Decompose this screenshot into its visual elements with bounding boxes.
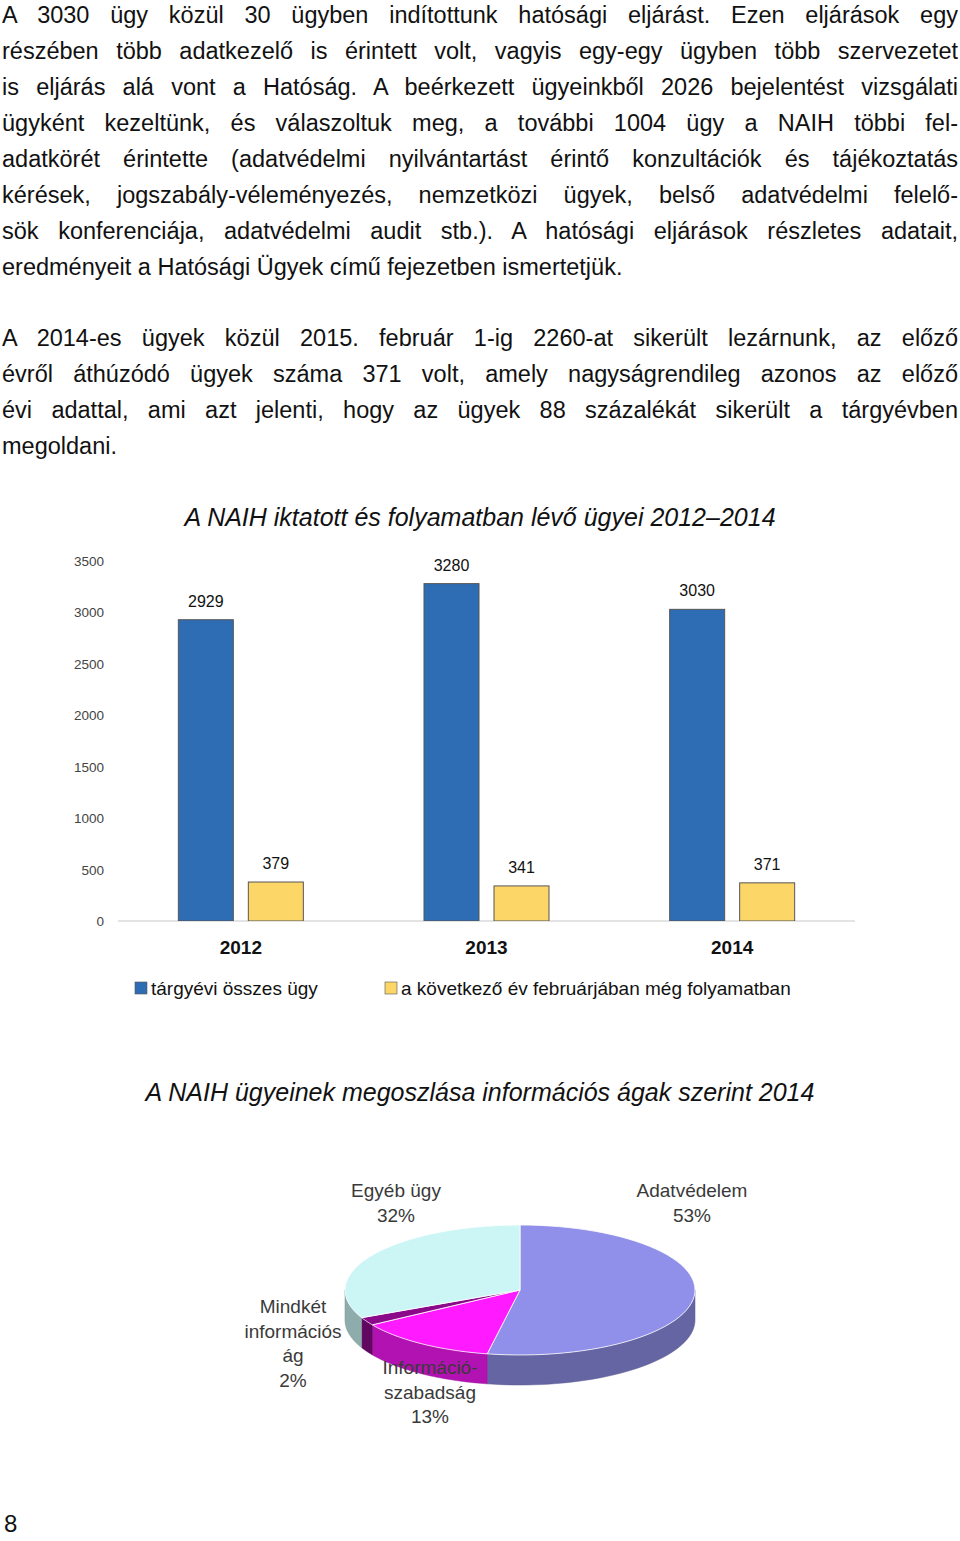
pie-slice	[345, 1225, 520, 1318]
y-tick-label: 0	[96, 914, 104, 929]
x-tick-label: 2014	[711, 937, 754, 958]
x-tick-label: 2012	[220, 937, 262, 958]
data-label: 3280	[434, 557, 470, 574]
text-line: részében több adatkezelő is érintett vol…	[2, 33, 958, 69]
text-line: A 2014-es ügyek közül 2015. február 1-ig…	[2, 320, 958, 356]
legend-label: a következő év februárjában még folyamat…	[401, 978, 791, 999]
data-label: 371	[754, 856, 781, 873]
legend-label: tárgyévi összes ügy	[151, 978, 318, 999]
pie-category-label: Információ-szabadság	[382, 1357, 477, 1403]
y-tick-label: 500	[81, 863, 104, 878]
pie-slices	[345, 1225, 695, 1355]
legend-swatch	[135, 982, 147, 994]
pie-value-label: 2%	[279, 1370, 307, 1391]
tick-mark	[115, 612, 118, 613]
pie-chart: A NAIH ügyeinek megoszlása információs á…	[144, 1078, 815, 1427]
bar	[248, 882, 303, 921]
pie-value-label: 53%	[673, 1205, 711, 1226]
text-line: adatkörét érintette (adatvédelmi nyilván…	[2, 141, 958, 177]
bar	[670, 609, 725, 921]
legend-swatch	[385, 982, 397, 994]
text-line: évről áthúzódó ügyek száma 371 volt, ame…	[2, 356, 958, 392]
text-line: évi adattal, ami azt jelenti, hogy az üg…	[2, 392, 958, 428]
page-number: 8	[4, 1510, 17, 1538]
bar	[740, 883, 795, 921]
bars	[178, 584, 794, 921]
y-tick-label: 1000	[74, 811, 104, 826]
bar-chart: A NAIH iktatott és folyamatban lévő ügye…	[74, 503, 855, 999]
tick-mark	[115, 561, 118, 562]
text-line: eredményeit a Hatósági Ügyek című fejeze…	[2, 249, 958, 285]
x-tick-label: 2013	[465, 937, 507, 958]
tick-mark	[115, 869, 118, 870]
text-line: kérések, jogszabály-véleményezés, nemzet…	[2, 177, 958, 213]
pie-category-label: Adatvédelem	[637, 1180, 748, 1201]
bar	[494, 886, 549, 921]
data-label: 379	[262, 855, 289, 872]
chart-title: A NAIH ügyeinek megoszlása információs á…	[144, 1078, 815, 1106]
data-label: 341	[508, 859, 535, 876]
tick-mark	[115, 766, 118, 767]
bar	[424, 584, 479, 921]
pie-value-label: 32%	[377, 1205, 415, 1226]
bar	[178, 620, 233, 921]
y-tick-label: 3000	[74, 605, 104, 620]
text-line: ügyként kezeltünk, és válaszoltuk meg, a…	[2, 105, 958, 141]
y-tick-label: 3500	[74, 554, 104, 569]
tick-mark	[115, 663, 118, 664]
pie-category-label: Egyéb ügy	[351, 1180, 441, 1201]
pie-value-label: 13%	[411, 1406, 449, 1427]
text-line: megoldani.	[2, 428, 958, 464]
text-line: sök konferenciája, adatvédelmi audit stb…	[2, 213, 958, 249]
data-label: 2929	[188, 593, 224, 610]
y-tick-label: 1500	[74, 760, 104, 775]
tick-mark	[115, 715, 118, 716]
text-line: is eljárás alá vont a Hatóság. A beérkez…	[2, 69, 958, 105]
tick-mark	[115, 921, 118, 922]
data-label: 3030	[679, 582, 715, 599]
text-line: A 3030 ügy közül 30 ügyben indítottunk h…	[2, 0, 958, 33]
pie-labels: Adatvédelem 53% Információ-szabadság 13% Min…	[244, 1180, 747, 1427]
legend: tárgyévi összes ügy a következő év februá…	[135, 978, 791, 999]
y-tick-label: 2000	[74, 708, 104, 723]
tick-mark	[115, 818, 118, 819]
chart-title: A NAIH iktatott és folyamatban lévő ügye…	[182, 503, 775, 531]
pie-category-label: Mindkétinformációság	[244, 1296, 341, 1366]
y-tick-label: 2500	[74, 657, 104, 672]
bar-labels: 2929 379 3280 341 3030 371	[188, 557, 781, 876]
